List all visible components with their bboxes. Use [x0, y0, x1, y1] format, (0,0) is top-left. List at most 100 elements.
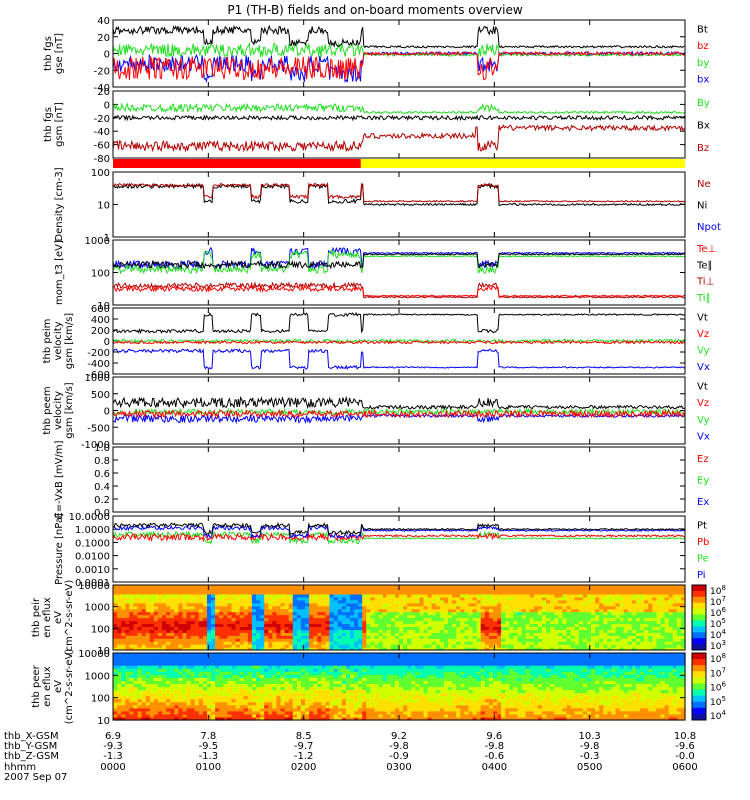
heatmap-cell	[317, 585, 322, 589]
heatmap-cell	[195, 711, 200, 715]
heatmap-cell	[236, 665, 241, 669]
heatmap-cell	[285, 705, 290, 709]
heatmap-cell	[146, 653, 151, 657]
heatmap-cell	[379, 677, 384, 681]
heatmap-cell	[358, 699, 363, 703]
heatmap-cell	[362, 705, 367, 709]
heatmap-cell	[272, 705, 277, 709]
heatmap-cell	[183, 677, 188, 681]
heatmap-cell	[338, 585, 343, 589]
heatmap-cell	[648, 585, 653, 589]
heatmap-cell	[644, 585, 649, 589]
heatmap-cell	[375, 693, 380, 697]
heatmap-cell	[370, 699, 375, 703]
heatmap-cell	[281, 585, 286, 589]
heatmap-cell	[285, 684, 290, 688]
heatmap-cell	[203, 677, 208, 681]
heatmap-cell	[366, 671, 371, 675]
heatmap-cell	[350, 684, 355, 688]
heatmap-cell	[227, 684, 232, 688]
heatmap-cell	[252, 585, 257, 589]
heatmap-cell	[256, 659, 261, 663]
heatmap-cell	[211, 693, 216, 697]
heatmap-cell	[207, 665, 212, 669]
heatmap-cell	[138, 693, 143, 697]
heatmap-cell	[150, 653, 155, 657]
heatmap-cell	[464, 585, 469, 589]
heatmap-cell	[305, 705, 310, 709]
heatmap-cell	[117, 653, 122, 657]
heatmap-cell	[191, 684, 196, 688]
heatmap-cell	[317, 705, 322, 709]
heatmap-cell	[268, 711, 273, 715]
heatmap-cell	[497, 585, 502, 589]
heatmap-cell	[583, 585, 588, 589]
heatmap-cell	[272, 693, 277, 697]
heatmap-cell	[419, 693, 424, 697]
heatmap-cell	[636, 585, 641, 589]
heatmap-cell	[223, 693, 228, 697]
heatmap-cell	[424, 585, 429, 589]
heatmap-cell	[240, 684, 245, 688]
heatmap-cell	[293, 671, 298, 675]
heatmap-cell	[203, 665, 208, 669]
heatmap-cell	[117, 684, 122, 688]
heatmap-cell	[346, 653, 351, 657]
y-axis-label: gsm [km/s]	[64, 382, 75, 438]
heatmap-cell	[276, 693, 281, 697]
y-tick-label: 200	[91, 326, 110, 337]
y-axis-label: eV	[53, 611, 64, 624]
heatmap-cell	[297, 653, 302, 657]
heatmap-cell	[289, 693, 294, 697]
heatmap-cell	[411, 671, 416, 675]
heatmap-cell	[309, 711, 314, 715]
heatmap-cell	[162, 705, 167, 709]
heatmap-cell	[264, 699, 269, 703]
heatmap-cell	[330, 659, 335, 663]
heatmap-cell	[346, 585, 351, 589]
heatmap-cell	[338, 705, 343, 709]
heatmap-cell	[211, 665, 216, 669]
mode-bar-segment	[113, 159, 361, 168]
heatmap-cell	[256, 711, 261, 715]
heatmap-cell	[166, 653, 171, 657]
colorbar-cell	[692, 620, 706, 626]
heatmap-cell	[138, 653, 143, 657]
heatmap-cell	[317, 677, 322, 681]
heatmap-cell	[350, 665, 355, 669]
heatmap-cell	[252, 665, 257, 669]
heatmap-cell	[293, 653, 298, 657]
heatmap-cell	[375, 671, 380, 675]
heatmap-cell	[162, 677, 167, 681]
heatmap-cell	[309, 653, 314, 657]
heatmap-cell	[129, 699, 134, 703]
heatmap-cell	[571, 585, 576, 589]
heatmap-cell	[305, 684, 310, 688]
legend-entry: Pe	[697, 553, 709, 564]
heatmap-cell	[121, 677, 126, 681]
heatmap-cell	[399, 665, 404, 669]
heatmap-cell	[321, 585, 326, 589]
y-axis-label: thb peim	[42, 319, 53, 364]
heatmap-cell	[285, 671, 290, 675]
heatmap-cell	[432, 585, 437, 589]
heatmap-cell	[293, 585, 298, 589]
heatmap-cell	[469, 585, 474, 589]
colorbar-tick-base: 10	[710, 642, 722, 652]
heatmap-cell	[391, 684, 396, 688]
heatmap-cell	[276, 665, 281, 669]
y-axis-label: gsm [nT]	[54, 102, 65, 147]
heatmap-cell	[244, 671, 249, 675]
heatmap-cell	[125, 693, 130, 697]
heatmap-cell	[268, 684, 273, 688]
heatmap-cell	[362, 653, 367, 657]
heatmap-cell	[317, 671, 322, 675]
heatmap-cell	[207, 671, 212, 675]
heatmap-cell	[370, 677, 375, 681]
heatmap-cell	[379, 684, 384, 688]
heatmap-cell	[227, 653, 232, 657]
heatmap-cell	[113, 699, 118, 703]
heatmap-cell	[640, 585, 645, 589]
heatmap-cell	[207, 705, 212, 709]
heatmap-cell	[227, 659, 232, 663]
